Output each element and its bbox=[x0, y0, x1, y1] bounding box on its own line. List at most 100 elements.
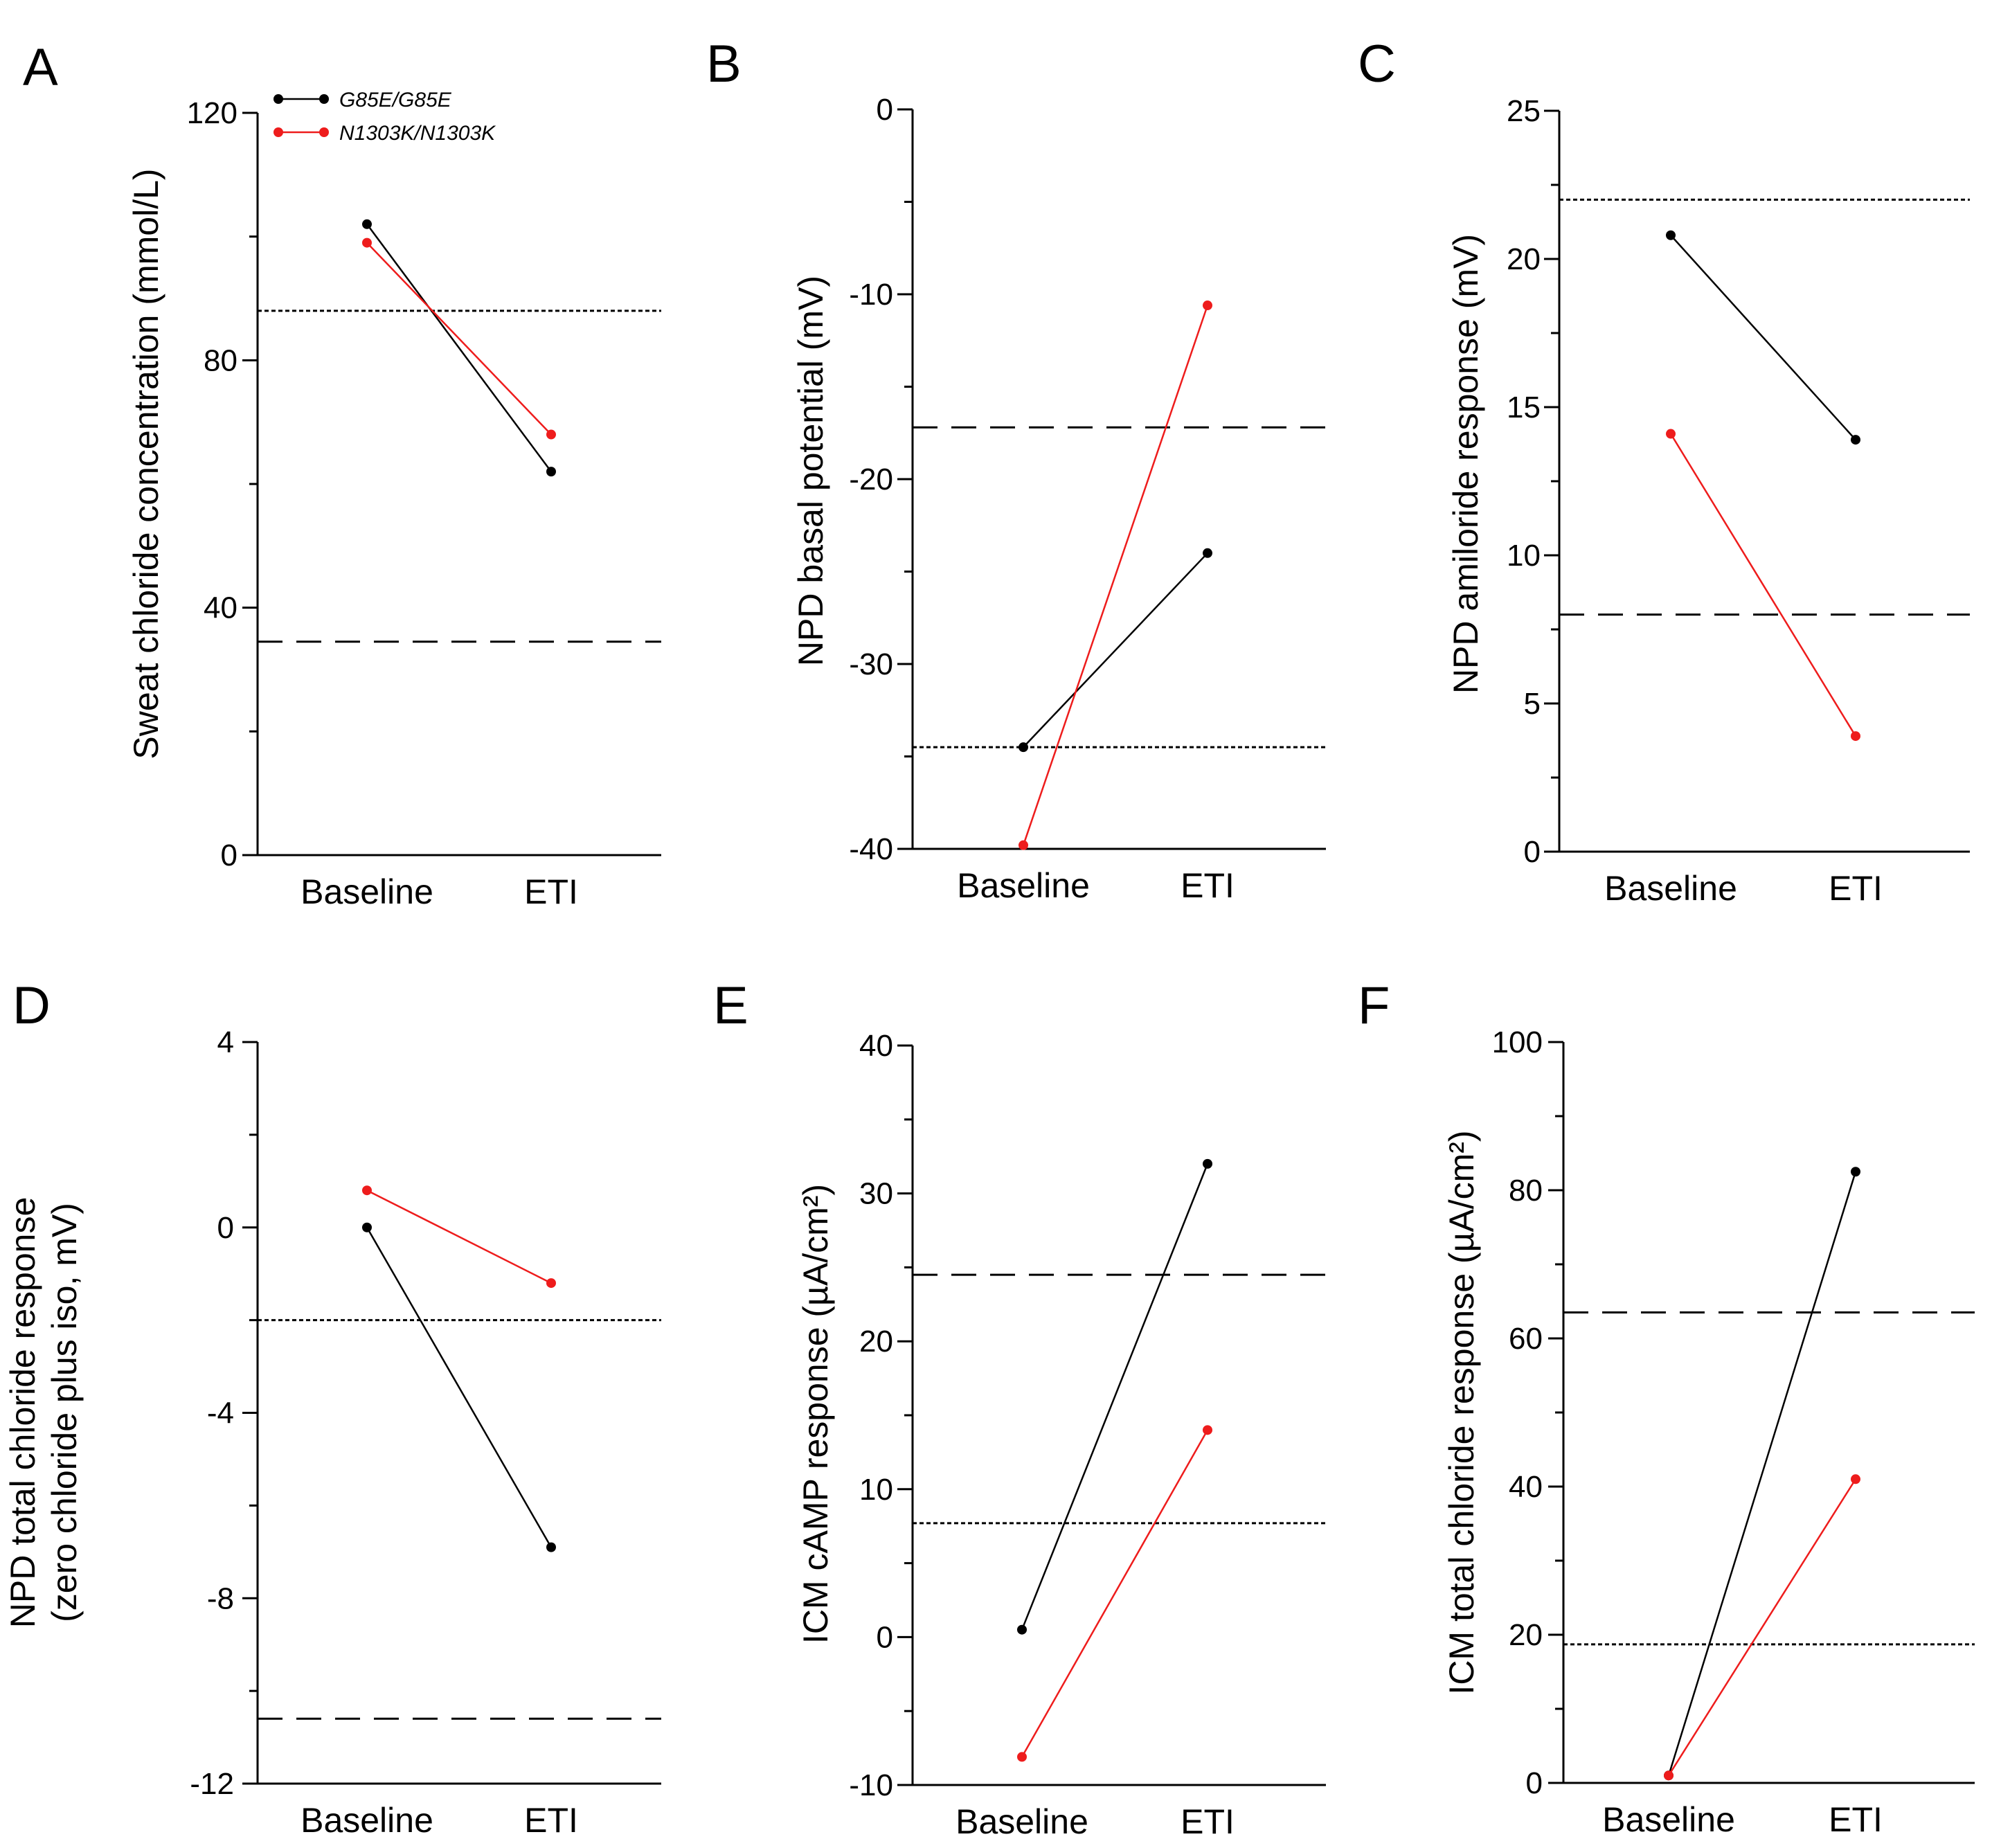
panel-d-letter: D bbox=[12, 976, 51, 1035]
panel-c-letter: C bbox=[1358, 35, 1396, 93]
panel-f-point-n1303k-n1303k-baseline bbox=[1664, 1770, 1674, 1781]
panel-b-point-n1303k-n1303k-baseline bbox=[1019, 840, 1028, 850]
panel-b-tick-label: -10 bbox=[849, 278, 893, 312]
panel-f-series-line-n1303k-n1303k bbox=[1667, 1478, 1857, 1776]
panel-e-tick-label: -10 bbox=[849, 1768, 893, 1802]
panel-a-y-axis-label: Sweat chloride concentration (mmol/L) bbox=[127, 168, 165, 759]
panel-f-category-label: Baseline bbox=[1602, 1800, 1735, 1839]
panel-c-tick-label: 15 bbox=[1507, 391, 1541, 424]
panel-e-tick-label: 40 bbox=[859, 1029, 893, 1063]
panel-a-tick-label: 0 bbox=[221, 838, 237, 872]
panel-b-point-g85e-g85e-baseline bbox=[1019, 742, 1028, 753]
panel-c-point-g85e-g85e-eti bbox=[1851, 435, 1860, 445]
panel-c-point-n1303k-n1303k-eti bbox=[1851, 731, 1860, 742]
panel-e-tick-label: 10 bbox=[859, 1473, 893, 1507]
panel-e-letter: E bbox=[713, 976, 748, 1035]
panel-f-tick-label: 0 bbox=[1526, 1766, 1543, 1800]
panel-a-point-g85e-g85e-baseline bbox=[362, 219, 372, 229]
panel-c-category-label: Baseline bbox=[1604, 869, 1737, 908]
panel-d-y-axis-label: NPD total chloride response(zero chlorid… bbox=[3, 1197, 84, 1629]
panel-a: A 0 40 80 120 Baseline ETI Sweat chloride conce… bbox=[23, 38, 661, 911]
panel-d-tick-label: 4 bbox=[217, 1025, 234, 1059]
panel-d-tick-label: 0 bbox=[217, 1211, 234, 1245]
legend-marker bbox=[273, 94, 283, 104]
legend-label: G85E/G85E bbox=[339, 89, 452, 111]
panel-f-series-line-g85e-g85e bbox=[1667, 1171, 1857, 1776]
panel-f-tick-label: 20 bbox=[1509, 1618, 1543, 1652]
panel-c-category-label: ETI bbox=[1829, 869, 1883, 908]
panel-a-tick-label: 120 bbox=[187, 96, 237, 130]
panel-b-y-axis-label: NPD basal potential (mV) bbox=[791, 276, 830, 666]
panel-d-point-n1303k-n1303k-baseline bbox=[362, 1185, 372, 1196]
legend-label: N1303K/N1303K bbox=[339, 122, 496, 145]
panel-c-series-line-n1303k-n1303k bbox=[1669, 433, 1857, 737]
panel-c-tick-label: 10 bbox=[1507, 539, 1541, 573]
panel-a-tick-label: 40 bbox=[204, 591, 237, 625]
panel-b-tick-label: -40 bbox=[849, 832, 893, 866]
panel-e-series-line-g85e-g85e bbox=[1021, 1163, 1209, 1631]
panel-c-tick-label: 25 bbox=[1507, 94, 1541, 128]
panel-f-category-label: ETI bbox=[1829, 1800, 1883, 1839]
panel-e-point-g85e-g85e-baseline bbox=[1017, 1624, 1027, 1635]
panel-b-point-n1303k-n1303k-eti bbox=[1203, 300, 1212, 311]
panel-a-tick-label: 80 bbox=[204, 343, 237, 377]
panel-a-series-line-n1303k-n1303k bbox=[366, 242, 552, 436]
panel-e-category-label: Baseline bbox=[955, 1802, 1088, 1841]
legend-marker bbox=[273, 127, 283, 137]
panel-e-point-n1303k-n1303k-baseline bbox=[1017, 1752, 1027, 1762]
panel-f-point-g85e-g85e-eti bbox=[1851, 1167, 1860, 1177]
panel-d-series-line-g85e-g85e bbox=[366, 1227, 553, 1548]
panel-b-tick-label: -20 bbox=[849, 463, 893, 496]
legend-marker bbox=[319, 94, 329, 104]
panel-e-tick-label: 30 bbox=[859, 1177, 893, 1211]
panel-e-category-label: ETI bbox=[1181, 1802, 1235, 1841]
panel-d-category-label: ETI bbox=[524, 1801, 578, 1840]
panel-f-tick-label: 100 bbox=[1492, 1025, 1543, 1059]
panel-b-series-line-g85e-g85e bbox=[1023, 552, 1208, 748]
panel-a-letter: A bbox=[23, 38, 58, 97]
panel-c-point-g85e-g85e-baseline bbox=[1666, 230, 1676, 240]
panel-a-point-n1303k-n1303k-eti bbox=[546, 429, 556, 440]
panel-e-y-axis-label: ICM cAMP response (µA/cm²) bbox=[796, 1184, 835, 1644]
panel-b-tick-label: -30 bbox=[849, 647, 893, 681]
panel-c-y-axis-label: NPD amiloride response (mV) bbox=[1446, 234, 1485, 694]
panel-e-point-g85e-g85e-eti bbox=[1203, 1158, 1212, 1169]
panel-c-tick-label: 0 bbox=[1524, 835, 1541, 869]
legend-marker bbox=[319, 127, 329, 137]
panel-f-tick-label: 60 bbox=[1509, 1322, 1543, 1356]
panel-f-point-n1303k-n1303k-eti bbox=[1851, 1474, 1860, 1484]
panel-d-tick-label: -8 bbox=[207, 1581, 234, 1615]
panel-d-point-n1303k-n1303k-eti bbox=[546, 1278, 556, 1289]
panel-d-series-line-n1303k-n1303k bbox=[366, 1190, 552, 1284]
panel-b-series-line-n1303k-n1303k bbox=[1022, 305, 1209, 846]
panel-b-letter: B bbox=[706, 35, 742, 93]
panel-d-tick-label: -4 bbox=[207, 1397, 234, 1430]
panel-d-category-label: Baseline bbox=[300, 1801, 433, 1840]
panel-e-series-line-n1303k-n1303k bbox=[1021, 1429, 1209, 1758]
panel-d-tick-label: -12 bbox=[190, 1767, 234, 1801]
panel-c-series-line-g85e-g85e bbox=[1670, 234, 1856, 440]
panel-d-y-axis-label-line2: (zero chloride plus iso, mV) bbox=[45, 1203, 84, 1622]
panel-a-category-label: Baseline bbox=[300, 872, 433, 911]
panel-c-tick-label: 20 bbox=[1507, 242, 1541, 276]
panel-b-tick-label: 0 bbox=[877, 93, 893, 127]
panel-d-y-axis-label-line1: NPD total chloride response bbox=[3, 1197, 42, 1629]
panel-f-tick-label: 40 bbox=[1509, 1470, 1543, 1504]
panel-e: E -10 0 10 20 30 40 Baseline ETI ICM cAMP respons… bbox=[713, 976, 1326, 1841]
panel-f: F 0 20 40 60 80 100 Baseline ETI ICM total chlori… bbox=[1358, 976, 1975, 1839]
panel-b-category-label: Baseline bbox=[957, 866, 1090, 905]
panel-d-point-g85e-g85e-eti bbox=[546, 1542, 556, 1552]
panel-a-point-n1303k-n1303k-baseline bbox=[362, 237, 372, 248]
panel-c-tick-label: 5 bbox=[1524, 687, 1541, 721]
legend: G85E/G85E N1303K/N1303K bbox=[273, 89, 496, 145]
panel-c: C 0 5 10 15 20 25 Baseline ETI NPD amiloride resp… bbox=[1358, 35, 1970, 908]
panel-d: D -12 -8 -4 0 4 Baseline ETI NPD total chloride … bbox=[3, 976, 661, 1840]
panel-a-point-g85e-g85e-eti bbox=[546, 467, 556, 477]
panel-b-point-g85e-g85e-eti bbox=[1203, 548, 1212, 558]
panel-e-point-n1303k-n1303k-eti bbox=[1203, 1425, 1212, 1435]
panel-c-point-n1303k-n1303k-baseline bbox=[1666, 429, 1676, 439]
panel-a-category-label: ETI bbox=[524, 872, 578, 911]
panel-b-category-label: ETI bbox=[1181, 866, 1235, 905]
panel-d-point-g85e-g85e-baseline bbox=[362, 1222, 372, 1232]
